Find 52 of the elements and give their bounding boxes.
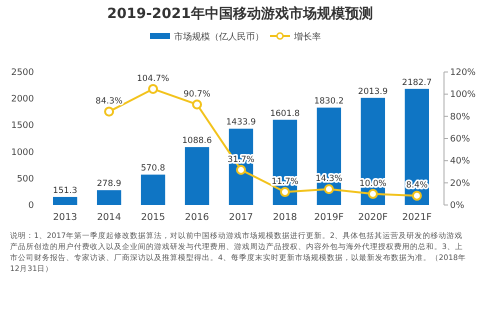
x-tick-label: 2015 — [140, 212, 166, 223]
y-tick-label: 1500 — [11, 121, 34, 132]
y2-tick-label: 40% — [450, 156, 470, 167]
x-tick-label: 2019F — [314, 212, 344, 223]
data-label: 570.8 — [140, 164, 166, 174]
y-tick-label: 500 — [16, 174, 34, 184]
legend-label: 市场规模（亿人民币） — [174, 32, 264, 42]
point — [236, 164, 246, 175]
data-label: 1433.9 — [226, 118, 256, 128]
y2-tick-label: 120% — [450, 68, 476, 78]
point — [192, 99, 202, 110]
data-label: 8.4% — [406, 180, 428, 191]
data-label: 84.3% — [96, 96, 123, 107]
y2-tick-label: 100% — [450, 90, 476, 100]
data-label: 1830.2 — [314, 96, 344, 107]
data-label: 2182.7 — [402, 78, 432, 88]
y-tick-label: 1000 — [11, 148, 34, 158]
x-tick-label: 2016 — [184, 212, 210, 223]
point — [412, 190, 422, 201]
data-label: 151.3 — [52, 186, 78, 196]
point — [148, 84, 158, 94]
y2-tick-label: 80% — [450, 112, 470, 122]
bar — [360, 98, 386, 205]
bar — [96, 190, 122, 205]
point — [280, 187, 290, 198]
bar — [404, 88, 430, 205]
y2-tick-label: 0% — [450, 201, 465, 211]
point — [324, 184, 334, 194]
data-label: 2013.9 — [358, 86, 388, 97]
data-label: 90.7% — [184, 89, 211, 100]
y2-tick-label: 60% — [450, 134, 470, 144]
data-label: 1601.8 — [270, 108, 300, 119]
y-tick-label: 2500 — [11, 68, 34, 78]
x-tick-label: 2013 — [52, 212, 78, 223]
point — [104, 106, 114, 117]
data-label: 1088.6 — [182, 136, 212, 146]
x-tick-label: 2017 — [228, 212, 254, 223]
x-tick-label: 2020F — [358, 212, 388, 223]
legend-label: 增长率 — [293, 32, 321, 42]
x-tick-label: 2014 — [96, 212, 122, 223]
x-tick-label: 2018 — [272, 212, 298, 223]
bar — [184, 147, 210, 205]
data-label: 278.9 — [96, 179, 122, 190]
data-label: 104.7% — [136, 74, 170, 84]
y-tick-label: 0 — [28, 201, 34, 211]
y-tick-label: 2000 — [11, 94, 34, 105]
bar — [52, 196, 78, 205]
x-tick-label: 2021F — [402, 212, 432, 223]
bar — [140, 174, 166, 205]
y2-tick-label: 20% — [450, 178, 470, 189]
point — [368, 188, 378, 199]
chart-title: 2019-2021年中国移动游戏市场规模预测 — [107, 5, 373, 22]
